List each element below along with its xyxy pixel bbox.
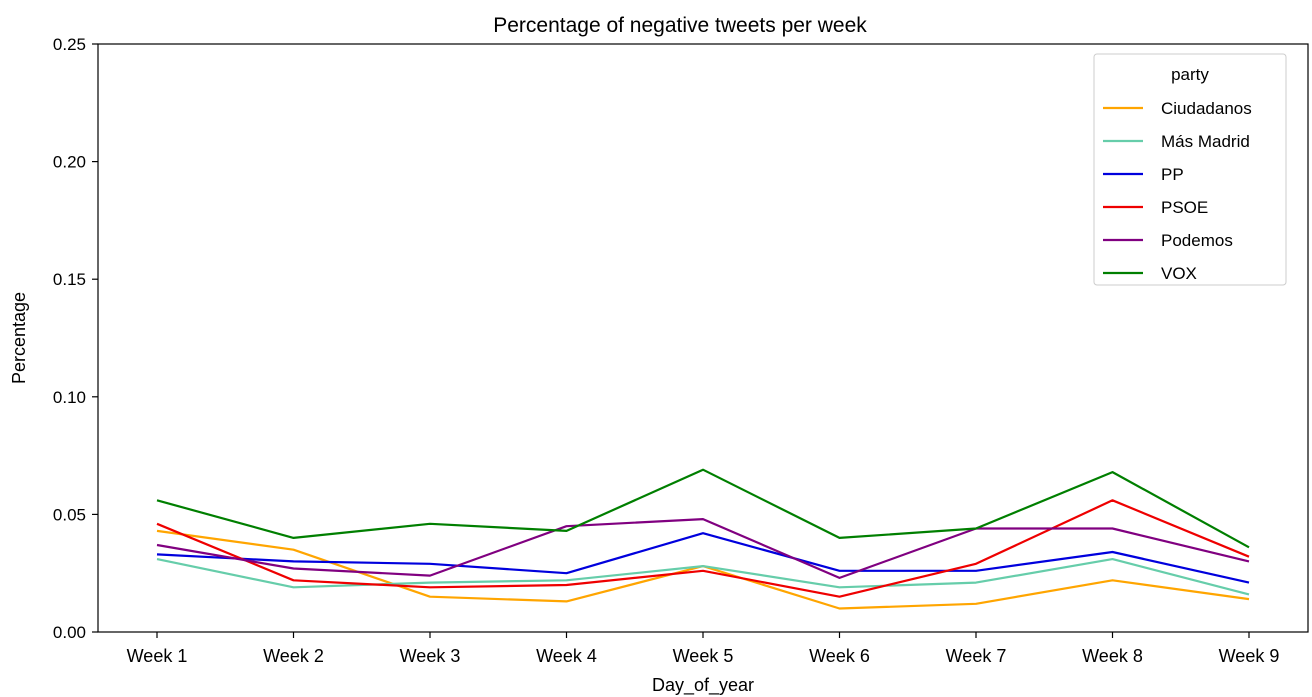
- x-tick-label: Week 7: [946, 646, 1007, 666]
- x-tick-label: Week 3: [400, 646, 461, 666]
- x-tick-label: Week 1: [127, 646, 188, 666]
- series-line-2: [156, 532, 1250, 584]
- y-tick-label: 0.00: [53, 623, 86, 642]
- legend-label: Podemos: [1161, 231, 1233, 250]
- y-tick-label: 0.20: [53, 153, 86, 172]
- x-tick-label: Week 4: [536, 646, 597, 666]
- legend-label: PSOE: [1161, 198, 1208, 217]
- legend: party Ciudadanos Más Madrid PP PSOE Podemos V…: [1093, 53, 1287, 286]
- y-axis: 0.00 0.05 0.10 0.15 0.20 0.25: [53, 35, 98, 642]
- legend-box: [1093, 53, 1287, 286]
- y-tick-label: 0.15: [53, 270, 86, 289]
- x-tick-label: Week 6: [809, 646, 870, 666]
- x-tick-label: Week 9: [1219, 646, 1280, 666]
- series-line-3: [156, 499, 1250, 598]
- series-lines: [156, 468, 1250, 610]
- y-tick-label: 0.05: [53, 505, 86, 524]
- legend-label: VOX: [1161, 264, 1197, 283]
- x-axis: Week 1 Week 2 Week 3 Week 4 Week 5 Week 6 Week…: [127, 632, 1280, 666]
- y-axis-label: Percentage: [9, 292, 29, 384]
- plot-area: 0.000.050.100.150.200.25 Week 1 Week 2 Wee…: [53, 35, 1309, 666]
- y-tick-label: 0.25: [53, 35, 86, 54]
- x-axis-label: Day_of_year: [652, 675, 754, 696]
- x-tick-label: Week 2: [263, 646, 324, 666]
- series-line-1: [156, 557, 1250, 596]
- x-tick-label: Week 5: [673, 646, 734, 666]
- x-tick-label: Week 8: [1082, 646, 1143, 666]
- legend-items: Ciudadanos Más Madrid PP PSOE Podemos VOX: [1103, 99, 1252, 283]
- legend-label: Más Madrid: [1161, 132, 1250, 151]
- legend-title: party: [1171, 65, 1209, 84]
- series-line-5: [156, 468, 1250, 549]
- series-line-4: [156, 517, 1250, 580]
- legend-label: Ciudadanos: [1161, 99, 1252, 118]
- legend-label: PP: [1161, 165, 1184, 184]
- chart-title: Percentage of negative tweets per week: [493, 14, 867, 37]
- y-tick-label: 0.10: [53, 388, 86, 407]
